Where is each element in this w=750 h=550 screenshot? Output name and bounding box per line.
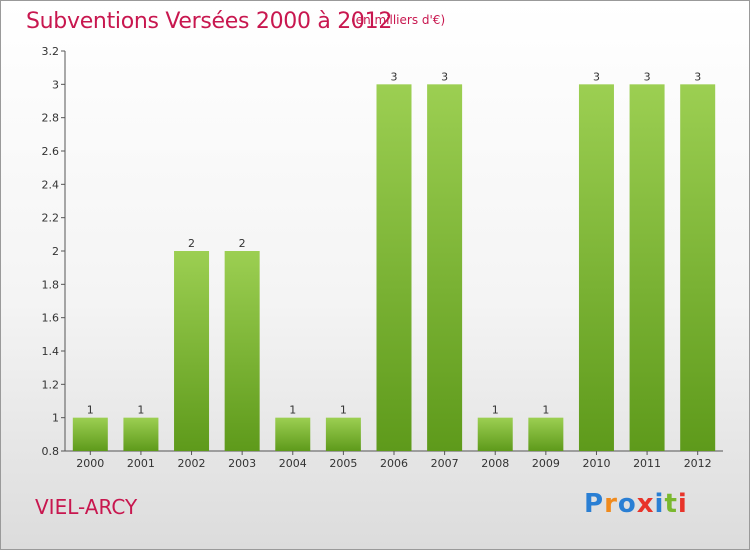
y-tick-label: 1 xyxy=(52,412,59,425)
x-tick-label-2012: 2012 xyxy=(684,457,712,470)
x-tick-label-2004: 2004 xyxy=(279,457,307,470)
commune-name: VIEL-ARCY xyxy=(35,495,138,519)
y-tick-label: 0.8 xyxy=(42,445,60,458)
bar-2008 xyxy=(477,417,513,451)
bar-2004 xyxy=(275,417,311,451)
x-tick-label-2001: 2001 xyxy=(127,457,155,470)
chart-unit: (en milliers d'€) xyxy=(351,13,446,27)
y-tick-label: 3.2 xyxy=(42,45,60,58)
y-tick-label: 2 xyxy=(52,245,59,258)
y-tick-label: 3 xyxy=(52,78,59,91)
logo-letter: o xyxy=(617,489,637,519)
x-tick-label-2009: 2009 xyxy=(532,457,560,470)
data-label-2012: 3 xyxy=(694,70,701,83)
bar-2007 xyxy=(427,84,463,451)
data-label-2006: 3 xyxy=(391,70,398,83)
x-tick-label-2010: 2010 xyxy=(582,457,610,470)
bar-2005 xyxy=(325,417,361,451)
x-tick-label-2008: 2008 xyxy=(481,457,509,470)
logo-letter: i xyxy=(677,489,688,519)
x-tick-label-2003: 2003 xyxy=(228,457,256,470)
chart-title: Subventions Versées 2000 à 2012 xyxy=(26,9,393,34)
bar-2010 xyxy=(578,84,614,451)
proxiti-logo: Proxiti xyxy=(584,489,688,519)
bar-2011 xyxy=(629,84,665,451)
x-tick-label-2007: 2007 xyxy=(431,457,459,470)
y-tick-label: 1.2 xyxy=(42,378,60,391)
logo-letter: r xyxy=(604,489,618,519)
x-tick-label-2011: 2011 xyxy=(633,457,661,470)
data-label-2008: 1 xyxy=(492,404,499,417)
logo-letter: x xyxy=(636,489,655,519)
data-label-2007: 3 xyxy=(441,70,448,83)
data-label-2009: 1 xyxy=(542,404,549,417)
logo-letter: P xyxy=(584,489,605,519)
x-tick-label-2002: 2002 xyxy=(178,457,206,470)
data-label-2002: 2 xyxy=(188,237,195,250)
y-tick-label: 1.6 xyxy=(42,312,60,325)
y-tick-label: 2.8 xyxy=(42,112,60,125)
bar-2006 xyxy=(376,84,412,451)
x-tick-label-2006: 2006 xyxy=(380,457,408,470)
data-label-2000: 1 xyxy=(87,404,94,417)
plot-area: 0.8 1 1.2 1.4 1.6 1.8 2 2.2 2.4 2.6 2.8 3 3.2 1 2000 1 2… xyxy=(42,45,723,470)
x-tick-label-2000: 2000 xyxy=(76,457,104,470)
logo-letter: i xyxy=(654,489,665,519)
data-label-2010: 3 xyxy=(593,70,600,83)
logo-letter: t xyxy=(664,489,678,519)
bar-2009 xyxy=(528,417,564,451)
y-tick-label: 1.8 xyxy=(42,278,60,291)
bar-2003 xyxy=(224,251,260,451)
data-label-2011: 3 xyxy=(644,70,651,83)
data-label-2003: 2 xyxy=(239,237,246,250)
y-tick-label: 2.4 xyxy=(42,178,60,191)
y-tick-label: 2.6 xyxy=(42,145,60,158)
data-label-2001: 1 xyxy=(137,404,144,417)
y-tick-label: 2.2 xyxy=(42,212,60,225)
bar-2000 xyxy=(72,417,108,451)
x-tick-label-2005: 2005 xyxy=(329,457,357,470)
bar-2012 xyxy=(680,84,716,451)
bar-2001 xyxy=(123,417,159,451)
y-tick-label: 1.4 xyxy=(42,345,60,358)
bar-2002 xyxy=(174,251,210,451)
data-label-2004: 1 xyxy=(289,404,296,417)
data-label-2005: 1 xyxy=(340,404,347,417)
